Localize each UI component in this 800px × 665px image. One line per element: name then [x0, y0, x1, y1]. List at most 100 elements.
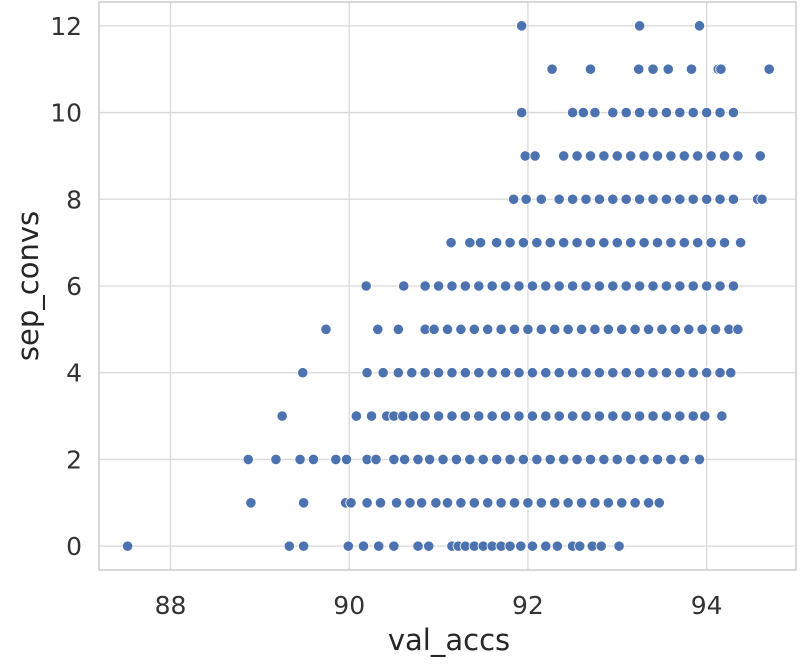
data-point [540, 367, 552, 379]
data-point [613, 540, 625, 552]
data-point [574, 540, 586, 552]
data-point [121, 540, 134, 552]
data-point [432, 280, 445, 292]
data-point [705, 237, 717, 249]
data-point [577, 106, 589, 119]
data-point [508, 497, 521, 509]
data-point [598, 150, 610, 162]
data-point [529, 150, 541, 162]
data-point [584, 150, 597, 162]
data-point [459, 367, 471, 379]
data-point [571, 237, 583, 249]
data-point [446, 410, 458, 422]
data-point [575, 497, 588, 509]
data-point [634, 193, 646, 205]
data-point [584, 453, 597, 466]
data-point [674, 367, 686, 379]
data-point [242, 453, 254, 466]
data-point [455, 323, 467, 335]
data-point [620, 280, 632, 292]
data-point [522, 323, 534, 335]
data-point [727, 193, 740, 205]
data-point [307, 453, 320, 466]
data-point [665, 237, 677, 249]
data-point [486, 280, 498, 292]
data-point [732, 150, 744, 162]
data-point [549, 497, 561, 509]
data-point [415, 497, 428, 509]
data-point [446, 367, 458, 379]
data-point [714, 367, 726, 379]
data-point [406, 367, 418, 379]
data-point [701, 106, 713, 119]
data-point [491, 237, 503, 249]
data-point [580, 410, 592, 422]
data-point [388, 453, 400, 466]
data-point [625, 150, 637, 162]
data-point [372, 323, 384, 335]
data-point [567, 410, 579, 422]
data-point [517, 453, 530, 466]
data-point [419, 280, 431, 292]
data-point [692, 237, 704, 249]
data-point [464, 237, 476, 249]
data-point [725, 367, 737, 379]
data-point [660, 367, 673, 379]
data-point [647, 367, 659, 379]
data-point [634, 106, 646, 119]
data-point [634, 20, 646, 32]
data-point [660, 280, 673, 292]
data-point [482, 323, 494, 335]
data-point [687, 367, 699, 379]
x-tick-label: 92 [512, 591, 544, 620]
data-point [468, 323, 480, 335]
x-tick-label: 94 [691, 591, 723, 620]
data-point [516, 20, 528, 32]
y-tick-label: 0 [66, 532, 82, 561]
data-point [651, 453, 664, 466]
data-point [674, 410, 686, 422]
data-point [584, 63, 597, 75]
data-point [687, 106, 699, 119]
data-point [589, 323, 601, 335]
data-point [495, 497, 507, 509]
data-point [399, 453, 411, 466]
data-point [424, 453, 436, 466]
data-point [441, 497, 454, 509]
data-point [593, 367, 606, 379]
data-point [660, 410, 673, 422]
data-point [360, 280, 372, 292]
data-point [634, 410, 646, 422]
y-tick-label: 2 [66, 445, 82, 474]
data-point [482, 497, 494, 509]
data-point [515, 540, 527, 552]
data-point [625, 453, 637, 466]
data-point [508, 323, 521, 335]
data-point [294, 453, 306, 466]
data-point [647, 193, 659, 205]
x-tick-label: 90 [333, 591, 365, 620]
data-point [638, 453, 650, 466]
x-axis-title: val_accs [388, 623, 510, 657]
data-point [486, 367, 498, 379]
data-point [616, 323, 628, 335]
data-point [553, 410, 565, 422]
data-point [553, 193, 565, 205]
data-point [437, 453, 449, 466]
data-point [620, 193, 632, 205]
data-point [446, 280, 458, 292]
data-point [342, 540, 354, 552]
data-point [734, 237, 747, 249]
data-point [660, 193, 673, 205]
y-tick-label: 12 [50, 12, 82, 41]
data-point [540, 410, 552, 422]
data-point [392, 323, 404, 335]
data-point [634, 280, 646, 292]
data-point [540, 540, 552, 552]
data-point [473, 410, 485, 422]
data-point [558, 150, 570, 162]
data-point [651, 237, 664, 249]
data-point [361, 497, 373, 509]
data-point [526, 367, 538, 379]
data-point [642, 323, 655, 335]
